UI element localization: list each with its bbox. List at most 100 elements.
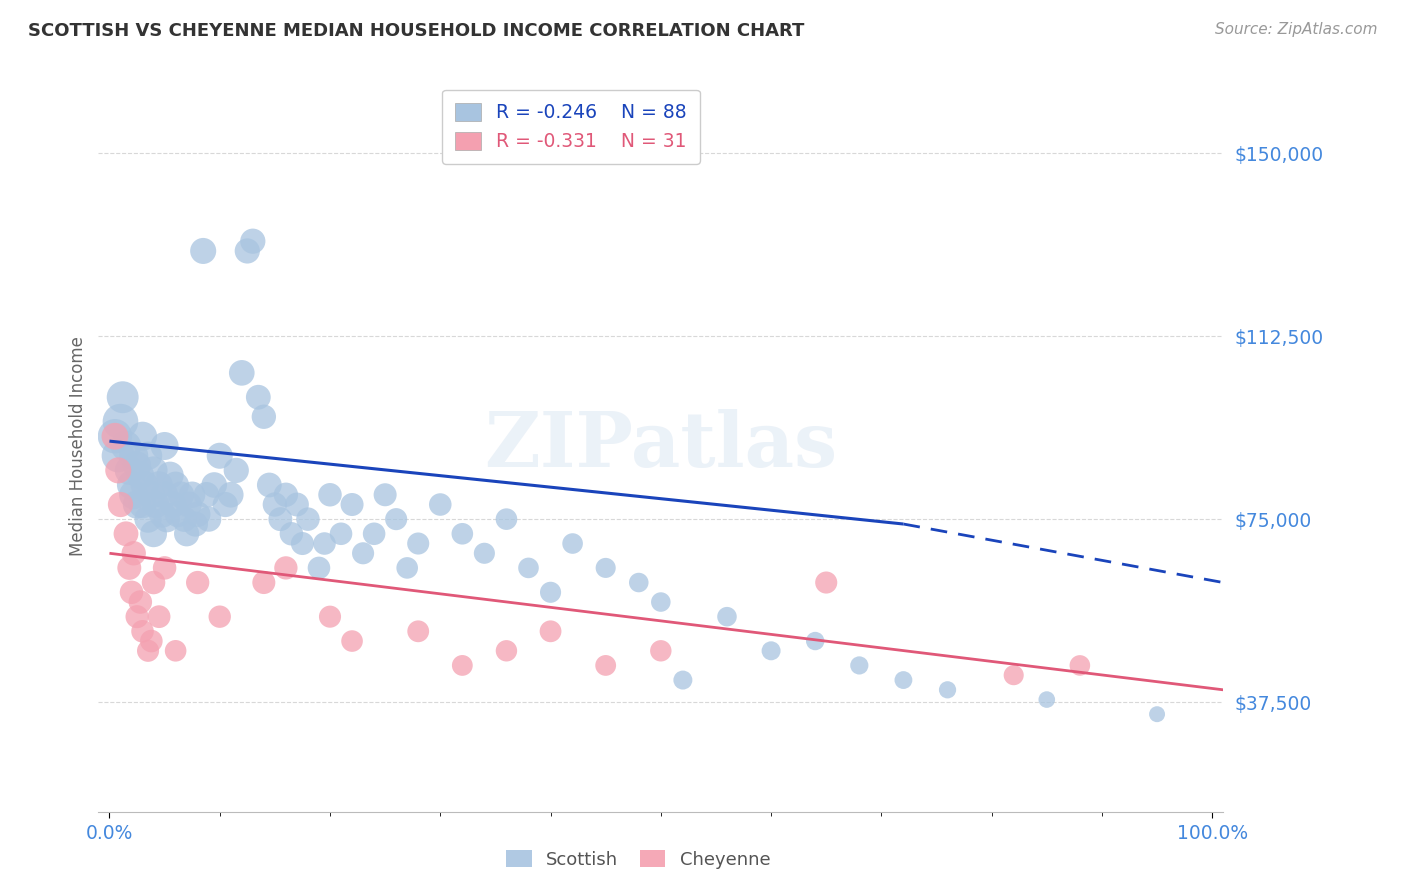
Point <box>893 673 915 687</box>
Point <box>129 595 152 609</box>
Point <box>131 429 153 443</box>
Point <box>363 526 385 541</box>
Point <box>136 449 159 463</box>
Point <box>517 561 540 575</box>
Point <box>110 498 132 512</box>
Point <box>297 512 319 526</box>
Point <box>263 498 285 512</box>
Point <box>451 526 474 541</box>
Point <box>122 449 145 463</box>
Point <box>1146 707 1168 722</box>
Point <box>208 449 231 463</box>
Point <box>396 561 419 575</box>
Point <box>142 575 165 590</box>
Point <box>495 512 517 526</box>
Point <box>231 366 253 380</box>
Point <box>193 244 215 258</box>
Point <box>187 508 209 522</box>
Point <box>269 512 291 526</box>
Point <box>242 234 264 248</box>
Point <box>340 634 363 648</box>
Point <box>1069 658 1091 673</box>
Point <box>236 244 259 258</box>
Point <box>308 561 330 575</box>
Text: ZIPatlas: ZIPatlas <box>484 409 838 483</box>
Point <box>184 516 207 531</box>
Point <box>274 488 297 502</box>
Point <box>259 478 281 492</box>
Point <box>118 463 141 477</box>
Point <box>330 526 353 541</box>
Point <box>145 498 167 512</box>
Y-axis label: Median Household Income: Median Household Income <box>69 336 87 556</box>
Point <box>104 429 127 443</box>
Point <box>142 463 165 477</box>
Point <box>314 536 336 550</box>
Point <box>159 468 181 483</box>
Point <box>173 512 195 526</box>
Point <box>540 585 562 599</box>
Point <box>374 488 396 502</box>
Point <box>104 429 127 443</box>
Point <box>125 609 148 624</box>
Point <box>122 546 145 560</box>
Point <box>115 526 138 541</box>
Point <box>148 609 170 624</box>
Point <box>125 458 148 473</box>
Point <box>672 673 695 687</box>
Point <box>352 546 374 560</box>
Point <box>142 526 165 541</box>
Point <box>225 463 247 477</box>
Point <box>187 575 209 590</box>
Point <box>141 634 163 648</box>
Point <box>280 526 302 541</box>
Point <box>122 488 145 502</box>
Point <box>561 536 583 550</box>
Point <box>340 498 363 512</box>
Point <box>291 536 314 550</box>
Point <box>716 609 738 624</box>
Point <box>219 488 242 502</box>
Point <box>319 609 342 624</box>
Point <box>197 512 219 526</box>
Point <box>148 478 170 492</box>
Point <box>153 561 176 575</box>
Point <box>650 595 672 609</box>
Point <box>936 682 959 697</box>
Point <box>406 536 429 550</box>
Point <box>195 488 218 502</box>
Point <box>107 449 129 463</box>
Point <box>177 498 200 512</box>
Point <box>118 561 141 575</box>
Point <box>848 658 870 673</box>
Point <box>540 624 562 639</box>
Point <box>274 561 297 575</box>
Point <box>285 498 308 512</box>
Point <box>247 390 270 404</box>
Point <box>165 478 187 492</box>
Point <box>153 488 176 502</box>
Point <box>1002 668 1025 682</box>
Point <box>165 644 187 658</box>
Text: Source: ZipAtlas.com: Source: ZipAtlas.com <box>1215 22 1378 37</box>
Point <box>150 508 173 522</box>
Point <box>595 561 617 575</box>
Point <box>131 498 153 512</box>
Point <box>125 498 148 512</box>
Point <box>208 609 231 624</box>
Point <box>162 498 184 512</box>
Point <box>176 526 198 541</box>
Point <box>253 575 276 590</box>
Point <box>141 488 163 502</box>
Point <box>650 644 672 658</box>
Point <box>129 468 152 483</box>
Text: SCOTTISH VS CHEYENNE MEDIAN HOUSEHOLD INCOME CORRELATION CHART: SCOTTISH VS CHEYENNE MEDIAN HOUSEHOLD IN… <box>28 22 804 40</box>
Point <box>156 512 179 526</box>
Point <box>451 658 474 673</box>
Point <box>595 658 617 673</box>
Point <box>319 488 342 502</box>
Point <box>166 508 188 522</box>
Point <box>121 478 143 492</box>
Point <box>131 624 153 639</box>
Point <box>253 409 276 424</box>
